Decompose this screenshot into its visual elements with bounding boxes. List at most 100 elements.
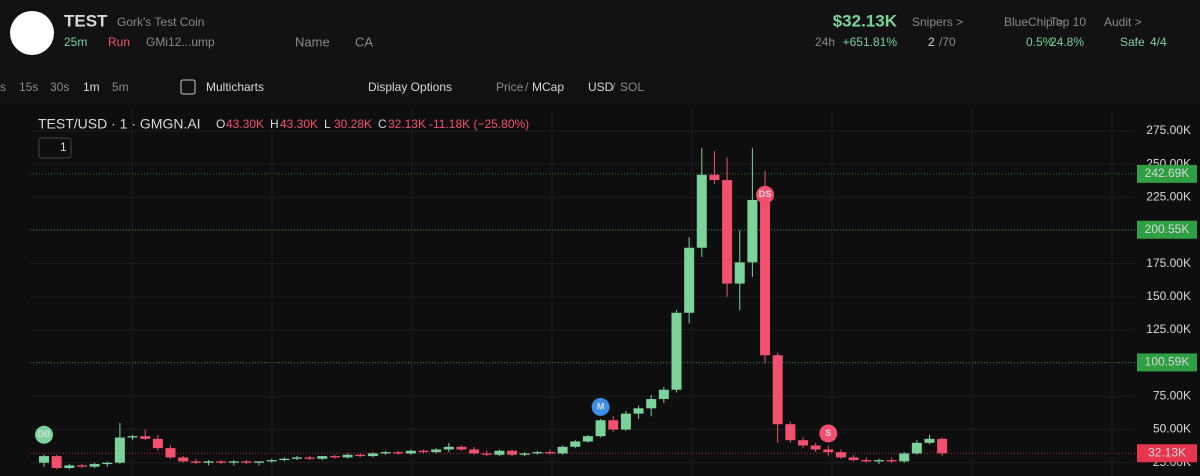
interval-toggle[interactable]: 1: [60, 140, 67, 154]
level-tag: [1137, 444, 1197, 463]
symbol: TEST: [64, 11, 108, 30]
candle-body: [279, 458, 290, 461]
header-bg: [0, 0, 1200, 70]
stat-value: 2: [928, 35, 935, 49]
candle-body: [886, 460, 897, 462]
address[interactable]: GMi12...ump: [146, 35, 215, 49]
ohlc-value: 30.28K: [334, 117, 372, 131]
ohlc-key: O: [216, 117, 225, 131]
search-name[interactable]: Name: [295, 34, 330, 49]
ohlc-value: 43.30K: [226, 117, 264, 131]
candle-body: [861, 460, 872, 462]
token-avatar: [10, 11, 54, 55]
candle-body: [304, 457, 315, 459]
candle-body: [102, 462, 113, 465]
interval[interactable]: 1m: [83, 80, 100, 94]
candle-body: [570, 441, 581, 447]
sep: /: [525, 80, 529, 94]
sol-toggle[interactable]: SOL: [620, 80, 644, 94]
candle-body: [848, 457, 859, 461]
interval-box[interactable]: [38, 137, 72, 159]
candle-body: [292, 457, 302, 459]
candle-body: [456, 446, 467, 450]
event-marker: [35, 425, 53, 444]
y-tick-label: 75.00K: [1153, 389, 1191, 403]
mcap-toggle[interactable]: MCap: [532, 80, 564, 94]
candle-body: [519, 453, 530, 455]
y-tick-label: 225.00K: [1146, 189, 1191, 203]
display-options[interactable]: Display Options: [368, 80, 452, 94]
candle-body: [937, 438, 948, 454]
ohlc-value: 43.30K: [280, 117, 318, 131]
marker-label: S: [825, 428, 831, 438]
level-tag: [1137, 353, 1197, 372]
stat-label: Snipers >: [912, 15, 963, 29]
interval[interactable]: 30s: [50, 80, 69, 94]
candle-body: [418, 450, 429, 453]
run[interactable]: Run: [108, 35, 130, 49]
stat-label: Top 10: [1050, 15, 1086, 29]
candle-body: [190, 461, 201, 463]
candle-body: [178, 457, 189, 462]
candle-body: [684, 247, 695, 313]
ohlc-key: H: [270, 117, 279, 131]
y-tick-label: 150.00K: [1146, 289, 1191, 303]
candle-body: [532, 452, 543, 454]
candle-body: [431, 449, 442, 453]
stat-value: Safe: [1120, 35, 1145, 49]
candle-body: [89, 464, 100, 467]
candle-body: [507, 450, 518, 455]
event-marker: [819, 424, 838, 443]
candle-body: [835, 452, 846, 458]
candle-body: [557, 446, 568, 454]
change: +651.81%: [843, 35, 898, 49]
token-name: Gork's Test Coin: [117, 15, 204, 29]
price-toggle[interactable]: Price: [496, 80, 524, 94]
candle-body: [380, 452, 391, 454]
candle-body: [696, 174, 707, 248]
interval[interactable]: 15s: [19, 80, 38, 94]
stat-sub: /70: [939, 35, 956, 49]
candle-body: [228, 461, 239, 463]
candle-body: [127, 436, 138, 438]
marker-label: DS: [759, 189, 772, 199]
candle-body: [203, 461, 214, 463]
candle-body: [646, 399, 657, 409]
candle-body: [405, 450, 416, 454]
level-label: 200.55K: [1145, 222, 1190, 236]
stat-label: Audit >: [1104, 15, 1142, 29]
candle-body: [494, 450, 505, 455]
candle-body: [671, 312, 682, 390]
candle-body: [329, 456, 340, 458]
candle-body: [393, 452, 404, 454]
marker-label: DB: [38, 429, 51, 439]
level-tag: [1137, 220, 1197, 239]
multicharts-icon: [180, 79, 196, 95]
candle-body: [810, 445, 821, 450]
y-tick-label: 175.00K: [1146, 256, 1191, 270]
multicharts[interactable]: Multicharts: [206, 80, 264, 94]
candle-body: [76, 465, 87, 467]
stat-value: 0.5%: [1026, 35, 1054, 49]
interval[interactable]: s: [0, 80, 6, 94]
usd-toggle[interactable]: USD: [588, 80, 614, 94]
ohlc-key: C: [378, 117, 387, 131]
candle-body: [317, 456, 328, 459]
level-tag: [1137, 164, 1197, 183]
search-ca[interactable]: CA: [355, 34, 373, 49]
candle-body: [620, 413, 631, 430]
candle-body: [469, 449, 480, 454]
candle-body: [140, 436, 151, 439]
candle-body: [254, 461, 265, 463]
candle-body: [165, 448, 176, 458]
candle-body: [633, 408, 644, 414]
interval[interactable]: 5m: [112, 80, 129, 94]
candle-body: [39, 456, 49, 463]
candle-body: [582, 436, 593, 442]
level-label: 242.69K: [1145, 166, 1190, 180]
stat-sub: 4/4: [1150, 35, 1167, 49]
candle-body: [51, 456, 62, 469]
sep: /: [612, 80, 616, 94]
